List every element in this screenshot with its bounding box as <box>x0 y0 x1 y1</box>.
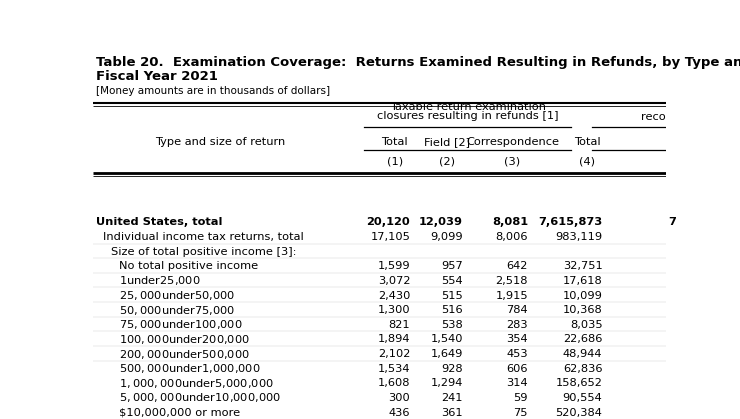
Text: Individual income tax returns, total: Individual income tax returns, total <box>104 232 304 242</box>
Text: Correspondence: Correspondence <box>466 137 559 147</box>
Text: [Money amounts are in thousands of dollars]: [Money amounts are in thousands of dolla… <box>96 86 331 96</box>
Text: United States, total: United States, total <box>95 217 222 228</box>
Text: 62,836: 62,836 <box>563 364 602 374</box>
Text: 48,944: 48,944 <box>563 349 602 359</box>
Text: 1,608: 1,608 <box>377 378 410 388</box>
Text: 515: 515 <box>441 290 463 300</box>
Text: 1,894: 1,894 <box>377 334 410 344</box>
Text: 300: 300 <box>388 393 410 403</box>
Text: 1,540: 1,540 <box>431 334 463 344</box>
Text: Fiscal Year 2021: Fiscal Year 2021 <box>96 70 218 83</box>
Text: $10,000,000 or more: $10,000,000 or more <box>119 408 240 418</box>
Text: 241: 241 <box>442 393 463 403</box>
Text: 10,368: 10,368 <box>562 305 602 315</box>
Text: 554: 554 <box>441 276 463 286</box>
Text: 983,119: 983,119 <box>555 232 602 242</box>
Text: 1,915: 1,915 <box>495 290 528 300</box>
Text: closures resulting in refunds [1]: closures resulting in refunds [1] <box>377 111 559 121</box>
Text: 2,102: 2,102 <box>378 349 410 359</box>
Text: $200,000 under $500,000: $200,000 under $500,000 <box>119 347 249 360</box>
Text: 32,751: 32,751 <box>562 261 602 271</box>
Text: 158,652: 158,652 <box>556 378 602 388</box>
Text: 22,686: 22,686 <box>563 334 602 344</box>
Text: 12,039: 12,039 <box>419 217 463 228</box>
Text: 20,120: 20,120 <box>366 217 410 228</box>
Text: 784: 784 <box>506 305 528 315</box>
Text: 9,099: 9,099 <box>431 232 463 242</box>
Text: $5,000,000 under $10,000,000: $5,000,000 under $10,000,000 <box>119 391 281 404</box>
Text: $1,000,000 under $5,000,000: $1,000,000 under $5,000,000 <box>119 377 274 390</box>
Text: $75,000 under $100,000: $75,000 under $100,000 <box>119 318 243 331</box>
Text: 314: 314 <box>506 378 528 388</box>
Text: $1 under $25,000: $1 under $25,000 <box>119 274 201 287</box>
Text: Total: Total <box>381 137 408 147</box>
Text: 8,006: 8,006 <box>496 232 528 242</box>
Text: No total positive income: No total positive income <box>119 261 258 271</box>
Text: 8,035: 8,035 <box>570 320 602 330</box>
Text: $100,000 under $200,000: $100,000 under $200,000 <box>119 333 249 346</box>
Text: 7,615,873: 7,615,873 <box>538 217 602 228</box>
Text: $500,000 under $1,000,000: $500,000 under $1,000,000 <box>119 362 260 375</box>
Text: $50,000 under $75,000: $50,000 under $75,000 <box>119 304 235 317</box>
Text: (2): (2) <box>440 157 455 166</box>
Text: 17,105: 17,105 <box>371 232 410 242</box>
Text: 10,099: 10,099 <box>562 290 602 300</box>
Text: 361: 361 <box>441 408 463 418</box>
Text: 606: 606 <box>507 364 528 374</box>
Text: (4): (4) <box>579 157 595 166</box>
Text: Size of total positive income [3]:: Size of total positive income [3]: <box>111 247 297 256</box>
Text: Taxable return examination: Taxable return examination <box>389 102 545 112</box>
Text: (3): (3) <box>505 157 521 166</box>
Text: 821: 821 <box>388 320 410 330</box>
Text: Total: Total <box>574 137 600 147</box>
Text: 520,384: 520,384 <box>556 408 602 418</box>
Text: 354: 354 <box>506 334 528 344</box>
Text: Field [2]: Field [2] <box>425 137 471 147</box>
Text: 642: 642 <box>507 261 528 271</box>
Text: 90,554: 90,554 <box>562 393 602 403</box>
Text: 7: 7 <box>668 217 676 228</box>
Text: reco: reco <box>642 111 666 122</box>
Text: 1,294: 1,294 <box>431 378 463 388</box>
Text: 2,518: 2,518 <box>496 276 528 286</box>
Text: 538: 538 <box>441 320 463 330</box>
Text: $25,000 under $50,000: $25,000 under $50,000 <box>119 289 235 302</box>
Text: 453: 453 <box>506 349 528 359</box>
Text: 957: 957 <box>441 261 463 271</box>
Text: 928: 928 <box>441 364 463 374</box>
Text: (1): (1) <box>387 157 403 166</box>
Text: 1,599: 1,599 <box>377 261 410 271</box>
Text: 3,072: 3,072 <box>377 276 410 286</box>
Text: 283: 283 <box>506 320 528 330</box>
Text: 17,618: 17,618 <box>562 276 602 286</box>
Text: 75: 75 <box>514 408 528 418</box>
Text: Table 20.  Examination Coverage:  Returns Examined Resulting in Refunds, by Type: Table 20. Examination Coverage: Returns … <box>96 57 740 70</box>
Text: 1,300: 1,300 <box>377 305 410 315</box>
Text: 1,649: 1,649 <box>431 349 463 359</box>
Text: Type and size of return: Type and size of return <box>155 137 286 147</box>
Text: 436: 436 <box>388 408 410 418</box>
Text: 1,534: 1,534 <box>377 364 410 374</box>
Text: 8,081: 8,081 <box>492 217 528 228</box>
Text: 2,430: 2,430 <box>378 290 410 300</box>
Text: 516: 516 <box>441 305 463 315</box>
Text: 59: 59 <box>514 393 528 403</box>
